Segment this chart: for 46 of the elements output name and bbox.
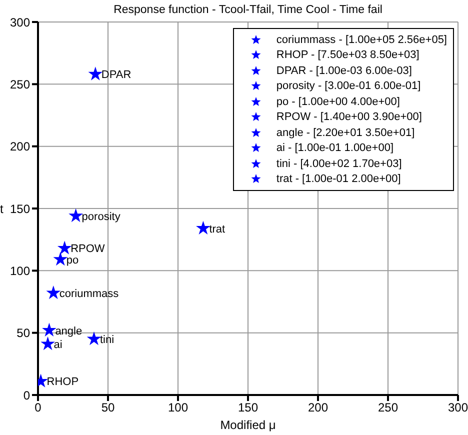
y-tick-label: 100: [10, 264, 30, 278]
annotation: coriummass: [59, 288, 120, 300]
legend-label: RPOW - [1.40e+00 3.90e+00]: [276, 111, 422, 124]
point: [53, 252, 68, 266]
point: [40, 336, 55, 350]
point: [42, 322, 56, 336]
legend-label: coriummass - [1.00e+05 2.56e+05]: [276, 34, 447, 46]
y-tick-label: 250: [10, 77, 30, 92]
x-tick-label: 0: [34, 400, 42, 415]
point: [86, 332, 102, 346]
point: [46, 285, 61, 300]
x-tick-label: 50: [101, 400, 115, 415]
y-tick-label: 0: [23, 388, 30, 402]
annotation: tini: [100, 334, 114, 346]
legend-label: tini - [4.00e+02 1.70e+03]: [276, 158, 402, 170]
annotation: porosity: [82, 210, 121, 223]
legend-label: DPAR - [1.00e-03 6.00e-03]: [276, 64, 412, 77]
annotation: po: [66, 254, 79, 266]
point: [68, 208, 83, 222]
x-tick-label: 300: [448, 400, 468, 415]
annotation: angle: [55, 325, 82, 338]
point: [57, 240, 72, 254]
x-tick-label: 200: [308, 400, 328, 415]
legend-label: po - [1.00e+00 4.00e+00]: [276, 96, 400, 108]
x-tick-label: 100: [168, 400, 188, 415]
annotation: trat: [209, 223, 226, 236]
annotation: DPAR: [101, 69, 132, 82]
x-tick-label: 250: [378, 400, 398, 415]
point: [196, 220, 210, 234]
x-tick-label: 150: [238, 400, 258, 415]
legend-label: porosity - [3.00e-01 6.00e-01]: [276, 80, 421, 92]
chart-title: Response function - Tcool-Tfail, Time Cool - Time fail: [112, 4, 384, 16]
y-axis-title: t: [0, 202, 4, 216]
point: [88, 66, 103, 80]
legend-label: angle - [2.20e+01 3.50e+01]: [276, 126, 415, 139]
annotation: RHOP: [46, 376, 79, 388]
annotation: RPOW: [70, 243, 106, 256]
y-tick-label: 200: [10, 140, 30, 154]
x-axis-title: Modified μ: [220, 418, 276, 432]
y-tick-label: 300: [10, 15, 30, 30]
legend-label: trat - [1.00e-01 2.00e+00]: [276, 173, 401, 186]
y-tick-label: 150: [10, 202, 30, 216]
legend-label: RHOP - [7.50e+03 8.50e+03]: [276, 49, 420, 62]
legend-label: ai - [1.00e-01 1.00e+00]: [276, 142, 394, 154]
annotation: ai: [54, 338, 62, 351]
y-tick-label: 50: [16, 326, 30, 340]
